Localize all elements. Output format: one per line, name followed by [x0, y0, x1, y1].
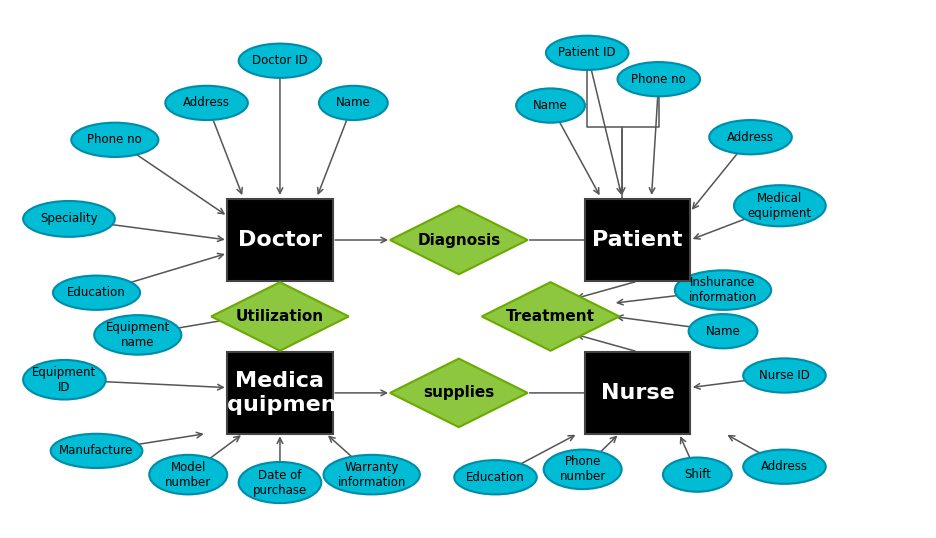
- Text: Name: Name: [534, 99, 568, 112]
- Text: supplies: supplies: [423, 385, 494, 400]
- Ellipse shape: [23, 201, 115, 237]
- Ellipse shape: [319, 86, 388, 120]
- Text: Patient: Patient: [592, 230, 683, 250]
- Text: Manufacture: Manufacture: [59, 444, 134, 457]
- Ellipse shape: [51, 434, 142, 468]
- Text: Model
number: Model number: [165, 461, 212, 489]
- Ellipse shape: [663, 457, 732, 492]
- Text: Date of
purchase: Date of purchase: [253, 469, 307, 497]
- Ellipse shape: [546, 36, 629, 70]
- Text: Name: Name: [336, 96, 371, 109]
- Text: Address: Address: [727, 131, 774, 144]
- Text: Equipment
ID: Equipment ID: [32, 366, 96, 394]
- Ellipse shape: [689, 314, 757, 348]
- Text: Phone
number: Phone number: [560, 455, 606, 483]
- Ellipse shape: [239, 44, 321, 78]
- Ellipse shape: [734, 185, 826, 226]
- Text: Patient ID: Patient ID: [559, 46, 616, 59]
- Ellipse shape: [53, 275, 140, 310]
- Polygon shape: [390, 206, 528, 274]
- Text: Medical
equipment: Medical equipment: [748, 192, 812, 220]
- Ellipse shape: [239, 462, 321, 503]
- Ellipse shape: [454, 460, 537, 494]
- Ellipse shape: [709, 120, 792, 154]
- Ellipse shape: [743, 358, 826, 393]
- Ellipse shape: [149, 455, 227, 494]
- Polygon shape: [212, 282, 349, 351]
- Ellipse shape: [166, 86, 248, 120]
- Ellipse shape: [324, 455, 420, 494]
- Text: Name: Name: [706, 325, 740, 338]
- Text: Nurse ID: Nurse ID: [759, 369, 810, 382]
- Text: Education: Education: [466, 471, 525, 484]
- Text: Doctor ID: Doctor ID: [252, 54, 308, 67]
- Text: Nurse: Nurse: [601, 383, 675, 403]
- Text: Address: Address: [761, 460, 808, 473]
- Ellipse shape: [743, 450, 826, 484]
- Text: Doctor: Doctor: [238, 230, 322, 250]
- FancyBboxPatch shape: [227, 199, 332, 281]
- Text: Phone no: Phone no: [87, 133, 142, 146]
- Text: Education: Education: [67, 286, 125, 299]
- Polygon shape: [390, 359, 528, 427]
- Text: Equipment
name: Equipment name: [106, 321, 170, 349]
- Polygon shape: [482, 282, 620, 351]
- Ellipse shape: [618, 62, 700, 96]
- Text: Diagnosis: Diagnosis: [417, 232, 501, 247]
- Text: Medica
equipment: Medica equipment: [212, 371, 347, 414]
- Text: Phone no: Phone no: [632, 73, 686, 86]
- Ellipse shape: [516, 88, 585, 123]
- Ellipse shape: [544, 450, 622, 489]
- Text: Warranty
information: Warranty information: [338, 461, 406, 489]
- Ellipse shape: [71, 123, 158, 157]
- Text: Address: Address: [183, 96, 230, 109]
- Text: Inshurance
information: Inshurance information: [689, 276, 757, 304]
- Ellipse shape: [95, 315, 182, 355]
- Text: Treatment: Treatment: [506, 309, 595, 324]
- FancyBboxPatch shape: [227, 352, 332, 434]
- Ellipse shape: [23, 360, 106, 400]
- FancyBboxPatch shape: [585, 352, 691, 434]
- Ellipse shape: [675, 270, 771, 310]
- Text: Shift: Shift: [684, 468, 710, 481]
- Text: Utilization: Utilization: [236, 309, 324, 324]
- Text: Speciality: Speciality: [40, 213, 97, 225]
- FancyBboxPatch shape: [585, 199, 691, 281]
